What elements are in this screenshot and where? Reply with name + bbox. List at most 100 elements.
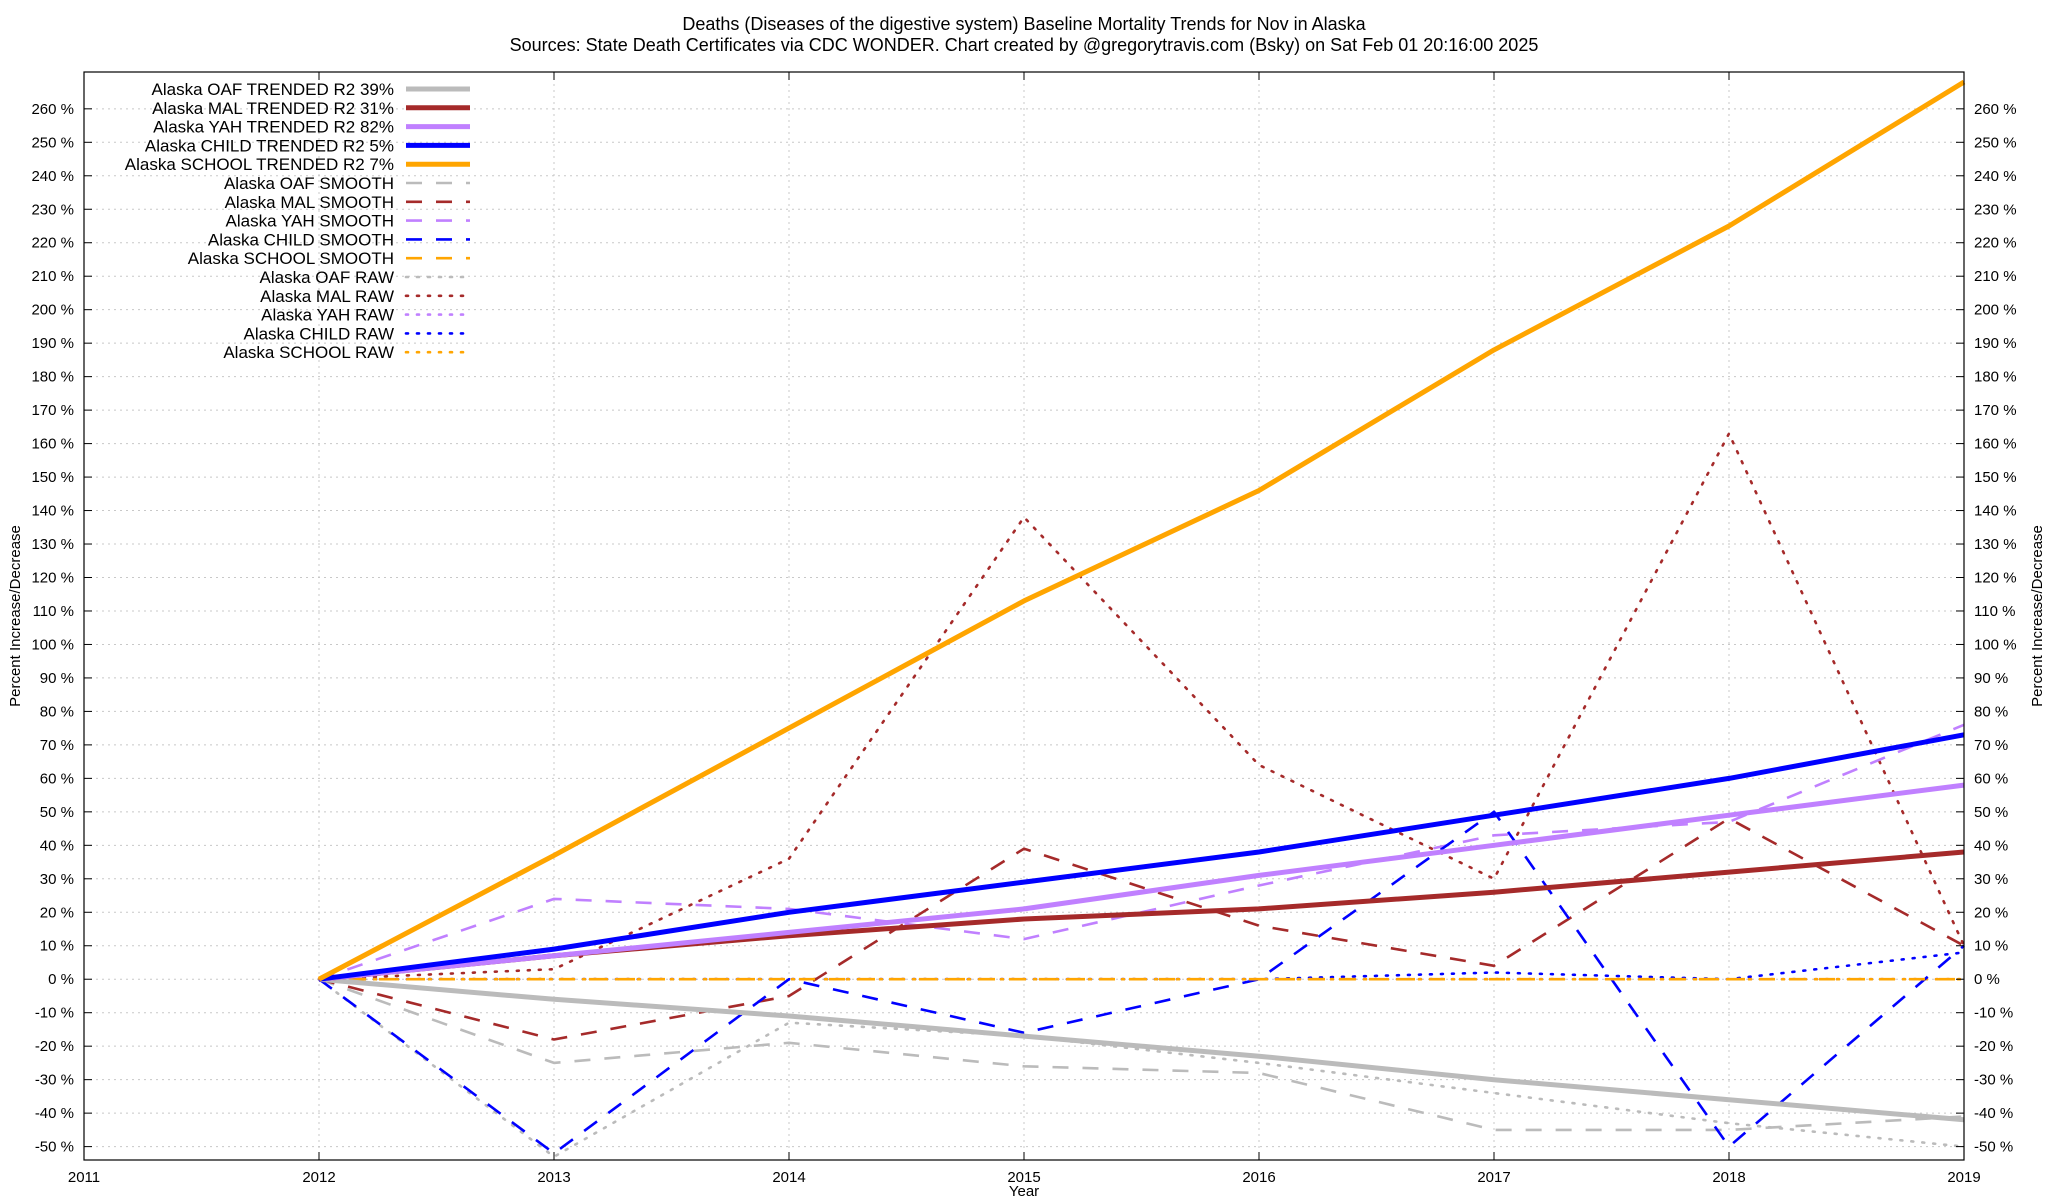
y-tick-label: 140 %	[31, 503, 74, 520]
y2-tick-label: -30 %	[1974, 1072, 2013, 1089]
series-line-7	[318, 723, 1965, 981]
legend-label: Alaska CHILD RAW	[243, 324, 394, 343]
series-line-6	[318, 817, 1965, 1041]
series-line-11	[317, 432, 1966, 981]
y-tick-label: -50 %	[35, 1139, 74, 1156]
series-line-1	[318, 849, 1965, 982]
legend-label: Alaska MAL RAW	[260, 287, 394, 306]
y-tick-label: 10 %	[40, 938, 74, 955]
legend-label: Alaska YAH SMOOTH	[226, 212, 394, 231]
series-line-4	[317, 79, 1966, 982]
y2-tick-label: 260 %	[1974, 101, 2017, 118]
legend: Alaska OAF TRENDED R2 39%Alaska MAL TREN…	[125, 80, 472, 362]
y-tick-label: -30 %	[35, 1072, 74, 1089]
x-axis-label: Year	[1009, 1183, 1039, 1200]
y2-tick-label: 0 %	[1974, 971, 2000, 988]
y2-tick-label: 220 %	[1974, 235, 2017, 252]
legend-label: Alaska MAL SMOOTH	[225, 193, 394, 212]
y2-tick-label: 170 %	[1974, 402, 2017, 419]
y-tick-label: 160 %	[31, 436, 74, 453]
x-tick-label: 2018	[1712, 1169, 1745, 1186]
y-tick-label: 230 %	[31, 201, 74, 218]
legend-label: Alaska OAF SMOOTH	[224, 174, 394, 193]
y2-tick-label: -10 %	[1974, 1005, 2013, 1022]
y2-tick-label: 60 %	[1974, 770, 2008, 787]
y-tick-label: 40 %	[40, 837, 74, 854]
y-tick-label: 130 %	[31, 536, 74, 553]
y2-tick-label: 160 %	[1974, 436, 2017, 453]
series-line-2	[318, 782, 1965, 982]
y-tick-label: 0 %	[48, 971, 74, 988]
y2-tick-label: 10 %	[1974, 938, 2008, 955]
y-tick-label: 120 %	[31, 570, 74, 587]
x-tick-label: 2019	[1947, 1169, 1980, 1186]
y-tick-label: -40 %	[35, 1105, 74, 1122]
y2-tick-label: 120 %	[1974, 570, 2017, 587]
y2-tick-label: 150 %	[1974, 469, 2017, 486]
y-tick-label: 100 %	[31, 636, 74, 653]
y2-tick-label: 30 %	[1974, 871, 2008, 888]
y-tick-label: 240 %	[31, 168, 74, 185]
y2-tick-label: 210 %	[1974, 268, 2017, 285]
x-tick-label: 2014	[772, 1169, 805, 1186]
legend-label: Alaska SCHOOL RAW	[223, 343, 394, 362]
y2-tick-label: 180 %	[1974, 369, 2017, 386]
series-line-0	[318, 976, 1965, 1123]
y2-tick-label: 230 %	[1974, 201, 2017, 218]
y-tick-label: 220 %	[31, 235, 74, 252]
y2-tick-label: 110 %	[1974, 603, 2015, 620]
y2-tick-label: -50 %	[1974, 1139, 2013, 1156]
y-tick-label: 90 %	[40, 670, 74, 687]
y-tick-label: 30 %	[40, 871, 74, 888]
y-tick-label: 50 %	[40, 804, 74, 821]
y-tick-label: 210 %	[31, 268, 74, 285]
y2-tick-label: -20 %	[1974, 1038, 2013, 1055]
y2-axis-label: Percent Increase/Decrease	[2029, 525, 2046, 707]
chart-title: Deaths (Diseases of the digestive system…	[682, 14, 1366, 34]
legend-label: Alaska YAH RAW	[261, 306, 394, 325]
x-tick-label: 2017	[1477, 1169, 1510, 1186]
y-tick-label: 20 %	[40, 904, 74, 921]
legend-label: Alaska SCHOOL SMOOTH	[188, 249, 394, 268]
legend-label: Alaska CHILD TRENDED R2 5%	[145, 136, 394, 155]
y-tick-label: 180 %	[31, 369, 74, 386]
y-tick-label: -20 %	[35, 1038, 74, 1055]
chart-subtitle: Sources: State Death Certificates via CD…	[509, 35, 1539, 55]
x-tick-label: 2012	[302, 1169, 335, 1186]
y2-tick-label: 140 %	[1974, 503, 2017, 520]
y-axis-label: Percent Increase/Decrease	[7, 525, 24, 707]
x-tick-label: 2015	[1007, 1169, 1040, 1186]
x-tick-label: 2016	[1242, 1169, 1275, 1186]
legend-label: Alaska SCHOOL TRENDED R2 7%	[125, 155, 394, 174]
legend-label: Alaska CHILD SMOOTH	[208, 230, 394, 249]
grid	[83, 72, 1965, 1160]
y2-tick-label: 50 %	[1974, 804, 2008, 821]
y-tick-label: 150 %	[31, 469, 74, 486]
y-tick-label: 70 %	[40, 737, 74, 754]
legend-label: Alaska YAH TRENDED R2 82%	[153, 118, 394, 137]
y2-tick-label: 90 %	[1974, 670, 2008, 687]
y-tick-label: 110 %	[33, 603, 74, 620]
y-tick-label: 80 %	[40, 703, 74, 720]
y2-tick-label: 80 %	[1974, 703, 2008, 720]
y2-tick-label: 100 %	[1974, 636, 2017, 653]
y-tick-label: 260 %	[31, 101, 74, 118]
y2-tick-label: 200 %	[1974, 302, 2017, 319]
y-tick-label: 190 %	[31, 335, 74, 352]
y-tick-label: 200 %	[31, 302, 74, 319]
y2-tick-label: 40 %	[1974, 837, 2008, 854]
y-tick-label: 170 %	[31, 402, 74, 419]
x-tick-label: 2013	[537, 1169, 570, 1186]
y2-tick-label: 190 %	[1974, 335, 2017, 352]
y2-tick-label: 250 %	[1974, 134, 2017, 151]
legend-label: Alaska OAF TRENDED R2 39%	[152, 80, 394, 99]
legend-label: Alaska MAL TRENDED R2 31%	[152, 99, 394, 118]
series-layer	[317, 79, 1966, 1158]
y2-tick-label: 130 %	[1974, 536, 2017, 553]
series-line-8	[318, 810, 1965, 1155]
y-tick-label: -10 %	[35, 1005, 74, 1022]
axis-ticks: 2011 2012 2013 2014 2015 2016 2017 2018 2019 -50 …	[31, 72, 2017, 1186]
y2-tick-label: 70 %	[1974, 737, 2008, 754]
y2-tick-label: 20 %	[1974, 904, 2008, 921]
